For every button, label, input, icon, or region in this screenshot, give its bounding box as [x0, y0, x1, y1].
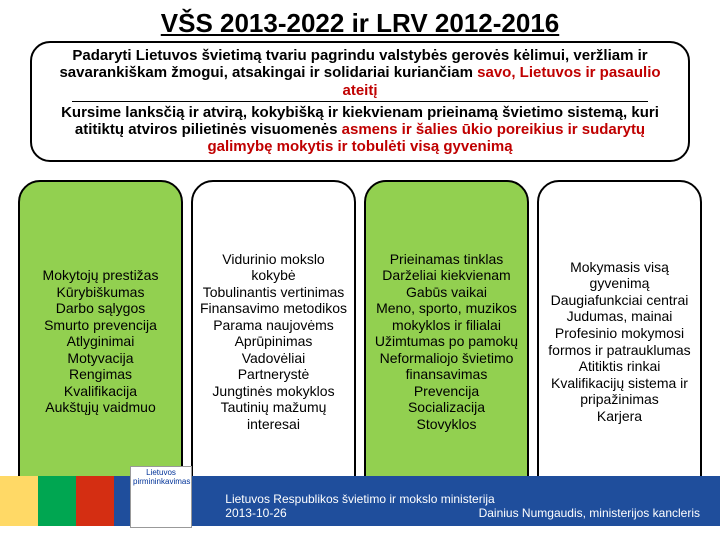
- footer-center-text: Lietuvos Respublikos švietimo ir mokslo …: [225, 492, 494, 520]
- header-divider: [72, 101, 648, 102]
- columns-container: Mokytojų prestižasKūrybiškumasDarbo sąly…: [0, 166, 720, 504]
- flag-green: [38, 476, 76, 526]
- header-box: Padaryti Lietuvos švietimą tvariu pagrin…: [30, 41, 690, 162]
- column-2: Vidurinio mokslo kokybėTobulinantis vert…: [191, 180, 356, 504]
- footer-logo: Lietuvos pirmininkavimas: [130, 466, 192, 528]
- flag-yellow: [0, 476, 38, 526]
- flag-red: [76, 476, 114, 526]
- page-title: VŠS 2013-2022 ir LRV 2012-2016: [0, 0, 720, 41]
- footer-date: 2013-10-26: [225, 506, 286, 520]
- column-4: Mokymasis visą gyvenimąDaugiafunkciai ce…: [537, 180, 702, 504]
- column-3: Prieinamas tinklasDarželiai kiekvienamGa…: [364, 180, 529, 504]
- footer-ministry: Lietuvos Respublikos švietimo ir mokslo …: [225, 492, 494, 506]
- footer-right-text: Dainius Numgaudis, ministerijos kancleri…: [479, 506, 700, 520]
- column-1: Mokytojų prestižasKūrybiškumasDarbo sąly…: [18, 180, 183, 504]
